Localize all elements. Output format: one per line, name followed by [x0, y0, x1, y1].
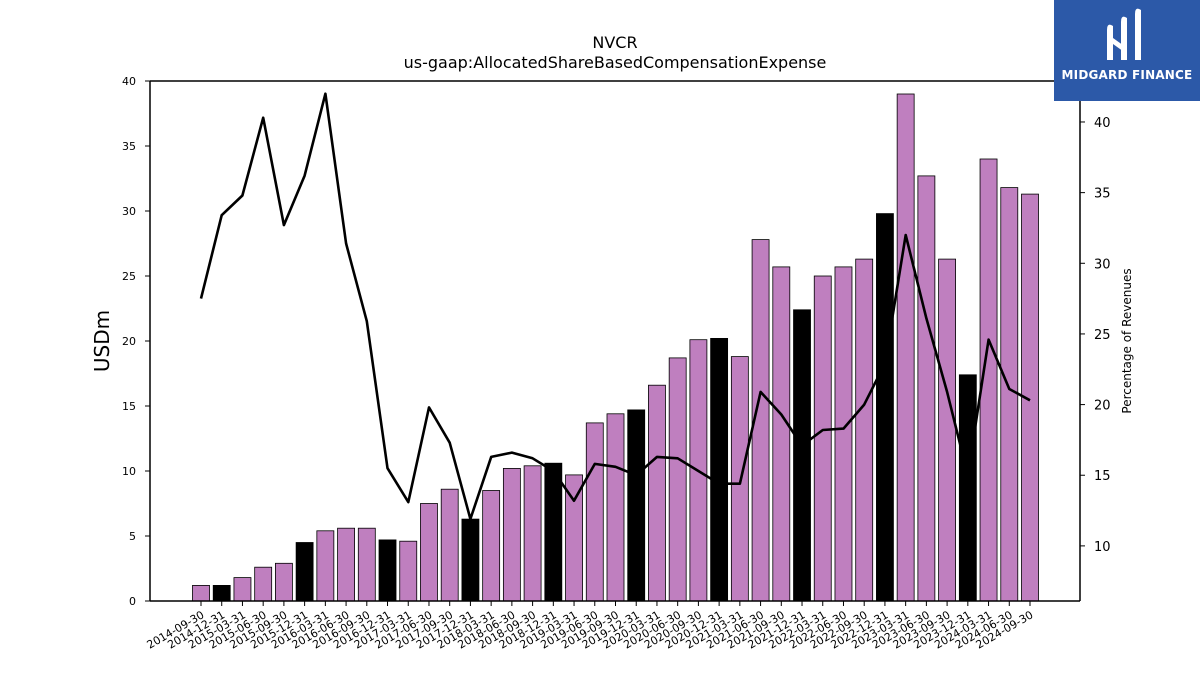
y2-axis-ticks: 10 15 20 25 30 35 40 — [1080, 116, 1111, 555]
bar-2019-12-31 — [627, 409, 646, 602]
bar-2021-09-30 — [772, 266, 791, 602]
bar-2016-12-31 — [378, 539, 397, 602]
y2-tick-label: 30 — [1094, 257, 1111, 272]
y2-tick-label: 40 — [1094, 116, 1111, 131]
midgard-finance-logo: MIDGARD FINANCE — [1054, 0, 1200, 101]
y2-tick-label: 15 — [1094, 469, 1111, 484]
x-axis-ticks: 2014-09-302014-12-312015-03-312015-06-30… — [145, 601, 1036, 652]
y-tick-label: 40 — [122, 75, 136, 88]
bar-2015-12-31 — [295, 542, 314, 602]
logo-text: MIDGARD FINANCE — [1061, 68, 1193, 82]
y-tick-label: 20 — [122, 335, 136, 348]
y-tick-label: 5 — [129, 530, 136, 543]
y-axis-ticks: 0 5 10 15 20 25 30 35 40 — [122, 75, 150, 608]
y2-tick-label: 35 — [1094, 187, 1111, 202]
bar-2014-09-30 — [192, 585, 210, 602]
bar-2023-06-30 — [917, 175, 936, 602]
bar-2017-06-30 — [420, 503, 438, 602]
bar-2016-03-31 — [316, 530, 335, 602]
bar-2023-09-30 — [938, 258, 956, 602]
chart-subtitle: us-gaap:AllocatedShareBasedCompensationE… — [404, 53, 827, 72]
bar-2017-03-31 — [399, 540, 418, 602]
bar-2018-06-30 — [502, 467, 521, 602]
y2-tick-label: 20 — [1094, 399, 1111, 414]
y-tick-label: 35 — [122, 140, 136, 153]
bar-2022-12-31 — [876, 213, 894, 602]
bar-2024-06-30 — [1000, 187, 1019, 602]
bar-2022-03-31 — [813, 275, 832, 602]
y-tick-label: 25 — [122, 270, 136, 283]
bar-2014-12-31 — [212, 585, 231, 602]
bar-2018-09-30 — [523, 465, 542, 602]
y2-tick-label: 25 — [1094, 328, 1111, 343]
y-tick-label: 0 — [129, 595, 136, 608]
chart-title: NVCR — [592, 33, 637, 52]
bar-2022-06-30 — [834, 266, 853, 602]
bar-2016-06-30 — [337, 527, 355, 602]
bar-series — [192, 93, 1039, 602]
y-axis-label: USDm — [90, 310, 114, 372]
y-tick-label: 30 — [122, 205, 136, 218]
bar-2015-03-31 — [233, 577, 252, 602]
bar-2020-06-30 — [668, 357, 687, 602]
bar-2015-06-30 — [254, 566, 273, 602]
y-tick-label: 15 — [122, 400, 136, 413]
bar-2017-12-31 — [461, 518, 480, 602]
bar-2020-03-31 — [648, 384, 666, 602]
bar-2018-03-31 — [482, 490, 501, 602]
revenue-percentage-line — [199, 92, 1031, 521]
bar-2018-12-31 — [544, 462, 563, 602]
bar-2016-09-30 — [357, 527, 376, 602]
bar-2019-06-30 — [585, 422, 604, 602]
bar-2023-03-31 — [896, 93, 915, 602]
bar-2021-12-31 — [793, 309, 811, 602]
y2-axis-label: Percentage of Revenues — [1120, 268, 1134, 413]
bar-2015-09-30 — [274, 562, 293, 602]
bar-2020-12-31 — [710, 337, 729, 602]
bar-2019-09-30 — [606, 413, 625, 602]
midgard-m-icon — [1107, 8, 1141, 61]
bar-2017-09-30 — [440, 488, 459, 602]
y-tick-label: 10 — [122, 465, 136, 478]
bar-2022-09-30 — [855, 258, 874, 602]
bar-2023-12-31 — [958, 374, 977, 602]
y2-tick-label: 10 — [1094, 540, 1111, 555]
